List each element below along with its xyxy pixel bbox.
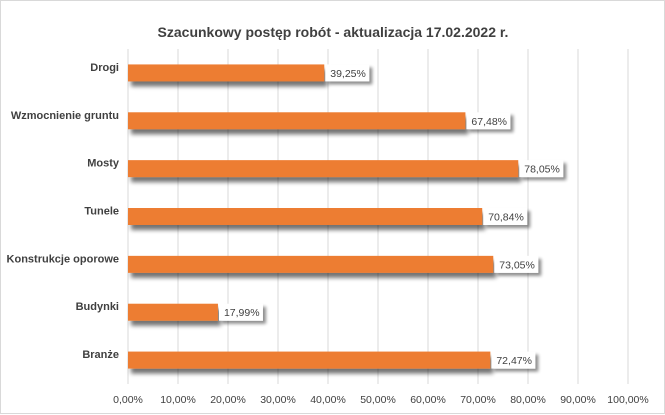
category-label: Wzmocnienie gruntu	[11, 110, 119, 122]
x-tick-label: 60,00%	[410, 394, 446, 406]
data-label-box	[519, 160, 564, 178]
category-labels: Drogi Wzmocnienie gruntu Mosty Tunele Konstr…	[7, 62, 120, 361]
data-label-box	[325, 64, 370, 82]
x-tick-label: 0,00%	[113, 394, 143, 406]
bar	[128, 303, 218, 321]
x-tick-label: 100,00%	[607, 394, 648, 406]
data-label: 39,25%	[330, 68, 366, 80]
data-label: 78,05%	[524, 164, 560, 176]
data-label: 73,05%	[499, 259, 535, 271]
data-label-box	[218, 303, 263, 321]
category-label: Tunele	[84, 206, 119, 218]
category-label: Branże	[82, 349, 119, 361]
category-label: Budynki	[76, 301, 119, 313]
category-label: Konstrukcje oporowe	[7, 253, 119, 265]
x-tick-label: 70,00%	[460, 394, 496, 406]
x-tick-label: 20,00%	[210, 394, 246, 406]
data-label: 17,99%	[224, 307, 260, 319]
data-label-box	[494, 255, 539, 273]
category-label: Mosty	[87, 158, 120, 170]
chart-title: Szacunkowy postęp robót - aktualizacja 1…	[158, 24, 509, 40]
bar	[128, 208, 483, 225]
bar	[128, 64, 325, 82]
x-tick-label: 10,00%	[160, 394, 196, 406]
bar	[128, 255, 494, 273]
x-axis-ticks: 0,00% 10,00% 20,00% 30,00% 40,00% 50,00% 60,00…	[113, 394, 649, 406]
bars	[128, 64, 519, 369]
category-label: Drogi	[90, 62, 119, 74]
data-label: 67,48%	[471, 116, 507, 128]
data-label-box	[491, 351, 536, 369]
data-label-box	[483, 208, 528, 225]
x-tick-label: 50,00%	[360, 394, 396, 406]
data-labels: 39,25% 67,48% 78,05% 70,84% 73,05% 17,99% 72,4…	[218, 64, 564, 369]
x-tick-label: 90,00%	[560, 394, 596, 406]
x-tick-label: 40,00%	[310, 394, 346, 406]
bar	[128, 160, 519, 178]
bar	[128, 112, 466, 130]
data-label-box	[466, 112, 511, 130]
data-label: 72,47%	[496, 355, 532, 367]
x-tick-label: 80,00%	[510, 394, 546, 406]
bar	[128, 351, 491, 369]
data-label: 70,84%	[488, 212, 524, 224]
x-tick-label: 30,00%	[260, 394, 296, 406]
